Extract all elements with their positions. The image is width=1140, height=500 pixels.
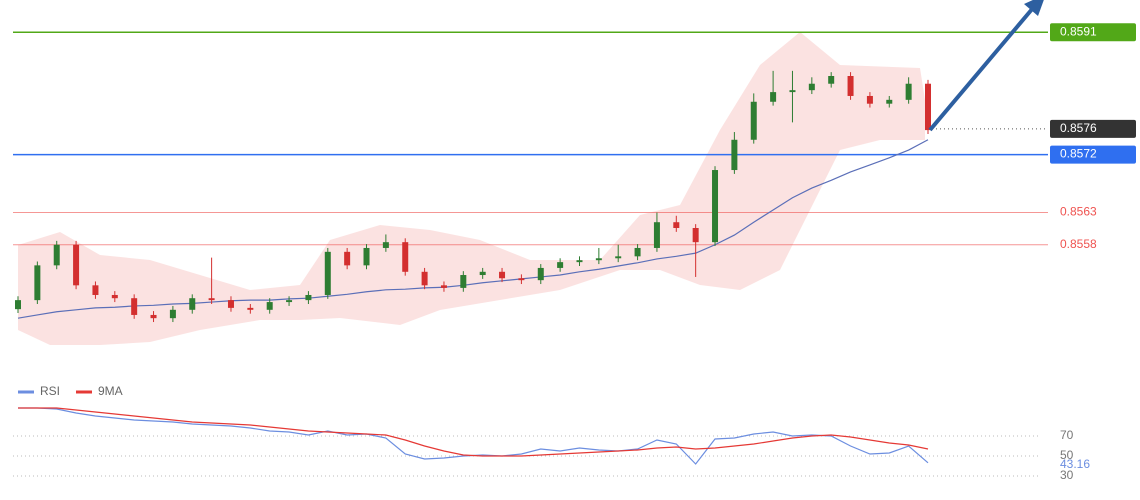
candle-body xyxy=(828,76,835,84)
candle-body xyxy=(479,271,486,276)
candle-body xyxy=(324,251,331,295)
candle-body xyxy=(286,300,293,303)
candle-body xyxy=(866,95,873,104)
rsi-panel: 70 50 30 RSI 9MA 43.16 xyxy=(13,384,1090,482)
projection-arrow xyxy=(928,0,1044,132)
level-tag xyxy=(1050,23,1136,42)
candle-body xyxy=(92,285,99,295)
candle-body xyxy=(770,92,777,102)
candle-body xyxy=(673,222,680,228)
candle-body xyxy=(712,170,719,243)
last-value-label: 43.16 xyxy=(1060,457,1090,471)
candle-body xyxy=(692,228,699,243)
candle-body xyxy=(111,294,118,299)
arrow-head xyxy=(1024,0,1044,16)
candle-body xyxy=(227,300,234,308)
y-tick-label: 70 xyxy=(1060,428,1074,442)
candle-body xyxy=(808,83,815,91)
candle-body xyxy=(73,244,80,286)
level-label: 0.8576 xyxy=(1060,121,1097,135)
legend-label: RSI xyxy=(40,384,60,398)
candle-body xyxy=(595,258,602,261)
candle-body xyxy=(789,90,796,93)
candle-body xyxy=(615,256,622,259)
candle-body xyxy=(266,302,273,310)
candle-body xyxy=(634,247,641,257)
candle-body xyxy=(750,101,757,140)
candle-body xyxy=(731,139,738,171)
y-tick-label: 30 xyxy=(1060,468,1074,482)
level-label: 0.8591 xyxy=(1060,24,1097,38)
candle-body xyxy=(886,99,893,104)
candle-body xyxy=(576,260,583,263)
bollinger-band xyxy=(18,32,925,345)
candle-body xyxy=(402,242,409,272)
level-tag xyxy=(1050,119,1136,138)
candle-body xyxy=(208,298,215,301)
candle-body xyxy=(653,222,660,248)
legend-label: 9MA xyxy=(98,384,123,398)
candle-body xyxy=(169,309,176,319)
candle-body xyxy=(499,271,506,279)
moving-average xyxy=(17,139,929,319)
candles xyxy=(15,70,931,323)
candle-body xyxy=(131,298,138,315)
level-label: 0.8558 xyxy=(1060,237,1097,251)
candle-body xyxy=(344,251,351,266)
candle-body xyxy=(382,242,389,248)
candle-body xyxy=(460,275,467,288)
levels: 0.8591 0.8576 0.8572 0.8563 0.8558 xyxy=(13,23,1136,251)
candle-body xyxy=(905,83,912,100)
candle-body xyxy=(15,300,21,310)
candle-body xyxy=(34,265,41,301)
arrow-shaft xyxy=(928,6,1035,132)
candle-body xyxy=(537,267,544,281)
candle-body xyxy=(925,83,931,131)
y-tick-label: 50 xyxy=(1060,448,1074,462)
candle-body xyxy=(847,76,854,96)
candle-body xyxy=(189,298,196,310)
level-label: 0.8572 xyxy=(1060,147,1097,161)
level-label: 0.8563 xyxy=(1060,205,1097,219)
candle-body xyxy=(53,244,60,266)
candle-body xyxy=(440,285,447,288)
candle-body xyxy=(557,262,564,268)
candle-body xyxy=(247,307,254,310)
candle-body xyxy=(518,278,525,281)
series-line xyxy=(18,407,929,457)
candle-body xyxy=(150,314,157,319)
candle-body xyxy=(363,247,370,266)
candle-body xyxy=(305,294,312,301)
level-tag xyxy=(1050,145,1136,164)
candle-body xyxy=(421,271,428,286)
